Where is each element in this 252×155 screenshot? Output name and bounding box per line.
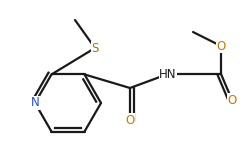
Text: O: O bbox=[227, 93, 237, 106]
Text: O: O bbox=[216, 40, 226, 53]
Text: N: N bbox=[31, 97, 39, 109]
Text: O: O bbox=[125, 113, 135, 126]
Text: HN: HN bbox=[159, 67, 177, 80]
Text: S: S bbox=[91, 42, 99, 55]
